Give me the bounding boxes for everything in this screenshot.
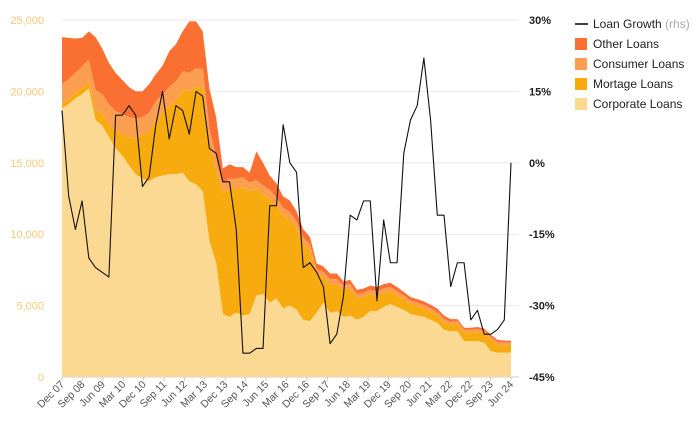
legend-swatch (575, 98, 587, 110)
legend-label: Consumer Loans (593, 57, 684, 71)
right-tick-label: 15% (529, 86, 551, 98)
right-tick-label: -45% (529, 372, 555, 384)
right-tick-label: 30% (529, 15, 551, 27)
left-tick-label: 25,000 (10, 15, 44, 27)
left-tick-label: 15,000 (10, 158, 44, 170)
legend-label: Corporate Loans (593, 97, 682, 111)
right-axis: -45% -30% -15% 0% 15% 30% (529, 15, 555, 384)
legend-label: Other Loans (593, 37, 659, 51)
legend-suffix: (rhs) (662, 17, 690, 31)
area-mortage-loans (62, 81, 511, 353)
left-tick-label: 5,000 (16, 301, 44, 313)
legend-swatch (575, 78, 587, 90)
legend-label: Loan Growth (rhs) (593, 17, 690, 31)
left-tick-label: 10,000 (10, 229, 44, 241)
loan-growth-line (61, 57, 512, 354)
loan-growth-line-layer (61, 57, 512, 354)
right-tick-label: 0% (529, 158, 545, 170)
legend: Loan Growth (rhs) Other Loans Consumer Loa… (575, 17, 690, 111)
legend-swatch (575, 58, 587, 70)
area-corporate-loans (62, 88, 511, 377)
stacked-areas (62, 21, 511, 377)
right-tick-label: -15% (529, 229, 555, 241)
left-tick-label: 20,000 (10, 86, 44, 98)
left-tick-label: 0 (38, 372, 44, 384)
legend-label: Mortage Loans (593, 77, 673, 91)
left-axis: 0 5,000 10,000 15,000 20,000 25,000 (10, 15, 44, 384)
legend-swatch (575, 38, 587, 50)
right-tick-label: -30% (529, 301, 555, 313)
